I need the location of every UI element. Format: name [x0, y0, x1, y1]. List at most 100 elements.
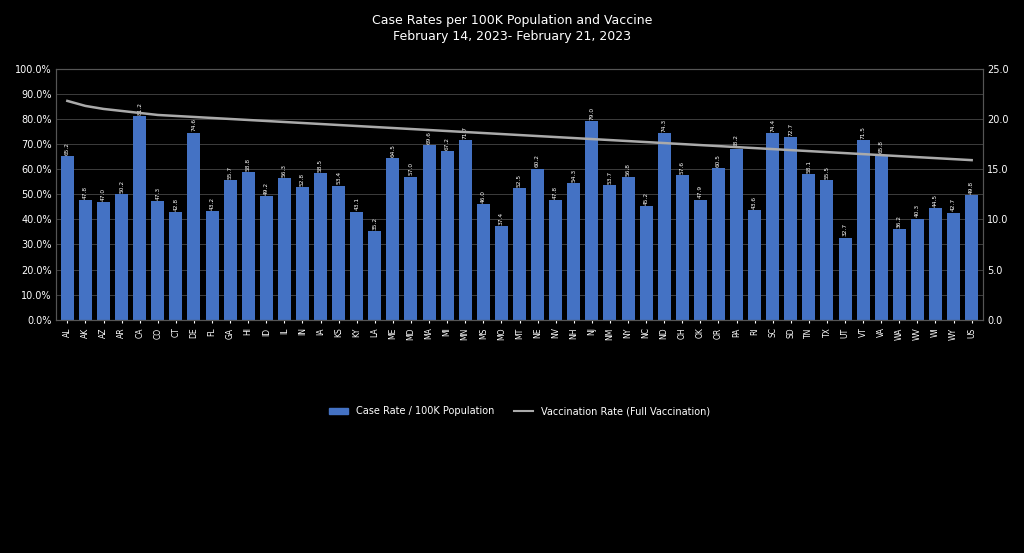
Bar — [657, 133, 671, 320]
Text: 43.2: 43.2 — [210, 197, 215, 210]
Text: 47.0: 47.0 — [101, 187, 106, 201]
Bar — [314, 173, 327, 320]
Bar — [947, 212, 961, 320]
Text: 45.2: 45.2 — [644, 192, 648, 205]
Text: 47.8: 47.8 — [83, 185, 88, 199]
Bar — [694, 200, 707, 320]
Text: 44.5: 44.5 — [933, 194, 938, 207]
Bar — [749, 210, 761, 320]
Bar — [857, 140, 869, 320]
Text: 43.1: 43.1 — [354, 197, 359, 210]
Text: 79.0: 79.0 — [590, 107, 594, 120]
Bar — [152, 201, 164, 320]
Bar — [97, 202, 110, 320]
Bar — [820, 180, 834, 320]
Text: 52.5: 52.5 — [517, 174, 522, 187]
Bar — [278, 179, 291, 320]
Bar — [242, 172, 255, 320]
Bar — [929, 208, 942, 320]
Text: 56.8: 56.8 — [626, 163, 631, 176]
Bar — [350, 212, 364, 320]
Text: 74.4: 74.4 — [770, 119, 775, 132]
Text: 36.2: 36.2 — [897, 215, 902, 228]
Text: 65.2: 65.2 — [65, 142, 70, 155]
Bar — [676, 175, 689, 320]
Text: 71.5: 71.5 — [860, 126, 865, 139]
Text: 40.3: 40.3 — [914, 204, 920, 217]
Text: 68.2: 68.2 — [734, 134, 739, 147]
Bar — [223, 180, 237, 320]
Bar — [893, 229, 906, 320]
Bar — [404, 177, 418, 320]
Text: 47.9: 47.9 — [698, 185, 702, 199]
Text: 35.2: 35.2 — [373, 217, 377, 230]
Bar — [874, 155, 888, 320]
Text: 47.8: 47.8 — [553, 185, 558, 199]
Bar — [549, 200, 562, 320]
Text: 72.7: 72.7 — [788, 123, 794, 136]
Text: 74.6: 74.6 — [191, 118, 197, 131]
Bar — [169, 212, 182, 320]
Bar — [79, 200, 92, 320]
Bar — [133, 116, 146, 320]
Text: 81.2: 81.2 — [137, 102, 142, 114]
Bar — [712, 168, 725, 320]
Bar — [531, 169, 544, 320]
Text: 49.2: 49.2 — [264, 182, 268, 195]
Bar — [966, 195, 978, 320]
Text: 57.6: 57.6 — [680, 161, 685, 174]
Text: 69.6: 69.6 — [427, 131, 431, 144]
Text: Case Rates per 100K Population and Vaccine: Case Rates per 100K Population and Vacci… — [372, 14, 652, 27]
Legend: Case Rate / 100K Population, Vaccination Rate (Full Vaccination): Case Rate / 100K Population, Vaccination… — [325, 403, 714, 420]
Bar — [603, 185, 616, 320]
Text: 67.2: 67.2 — [444, 137, 450, 150]
Text: 52.8: 52.8 — [300, 173, 305, 186]
Text: 43.6: 43.6 — [752, 196, 757, 209]
Bar — [187, 133, 201, 320]
Bar — [477, 204, 489, 320]
Bar — [440, 151, 454, 320]
Bar — [766, 133, 779, 320]
Bar — [803, 174, 815, 320]
Bar — [60, 156, 74, 320]
Bar — [911, 218, 924, 320]
Bar — [784, 137, 798, 320]
Text: 60.5: 60.5 — [716, 154, 721, 166]
Bar — [513, 188, 526, 320]
Text: 65.8: 65.8 — [879, 140, 884, 153]
Text: 55.7: 55.7 — [227, 165, 232, 179]
Bar — [459, 140, 472, 320]
Text: 55.5: 55.5 — [824, 166, 829, 179]
Text: 54.3: 54.3 — [571, 169, 577, 182]
Bar — [206, 211, 218, 320]
Text: 49.8: 49.8 — [969, 180, 974, 194]
Text: 57.0: 57.0 — [409, 163, 414, 175]
Bar — [839, 238, 852, 320]
Bar — [296, 187, 309, 320]
Text: 58.5: 58.5 — [318, 159, 323, 171]
Text: 74.3: 74.3 — [662, 119, 667, 132]
Text: 37.4: 37.4 — [499, 212, 504, 225]
Text: 56.3: 56.3 — [282, 164, 287, 177]
Text: February 14, 2023- February 21, 2023: February 14, 2023- February 21, 2023 — [393, 30, 631, 44]
Text: 42.8: 42.8 — [173, 198, 178, 211]
Text: 58.8: 58.8 — [246, 158, 251, 171]
Text: 58.1: 58.1 — [806, 160, 811, 173]
Bar — [640, 206, 652, 320]
Text: 50.2: 50.2 — [119, 179, 124, 192]
Bar — [369, 231, 381, 320]
Bar — [332, 186, 345, 320]
Text: 71.7: 71.7 — [463, 126, 468, 139]
Text: 42.7: 42.7 — [951, 198, 956, 211]
Bar — [586, 122, 598, 320]
Text: 64.5: 64.5 — [390, 144, 395, 156]
Bar — [730, 149, 743, 320]
Text: 60.2: 60.2 — [536, 154, 540, 168]
Bar — [567, 184, 581, 320]
Bar — [115, 194, 128, 320]
Bar — [423, 145, 435, 320]
Text: 53.7: 53.7 — [607, 171, 612, 184]
Text: 46.0: 46.0 — [481, 190, 485, 203]
Bar — [386, 158, 399, 320]
Bar — [622, 177, 635, 320]
